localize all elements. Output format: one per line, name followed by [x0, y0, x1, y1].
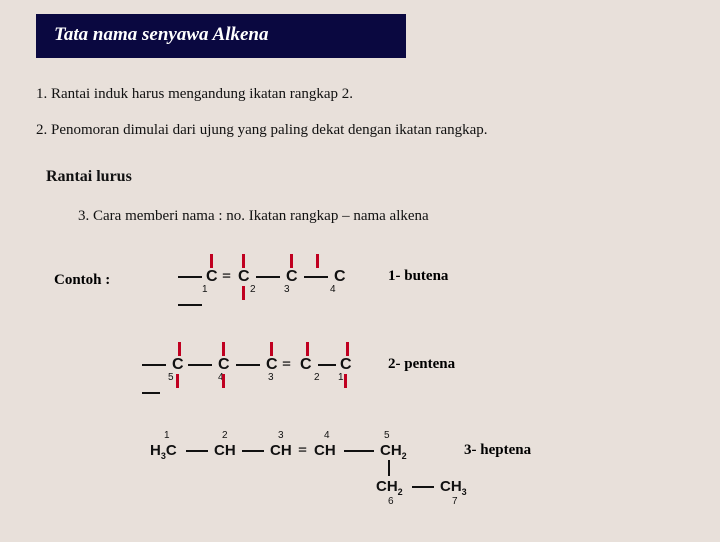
position-label: 5 [384, 430, 390, 441]
atom: CH2 [380, 442, 407, 461]
position-label: 2 [222, 430, 228, 441]
position-label: 4 [330, 284, 336, 295]
atom: C [300, 356, 312, 374]
atom: C [238, 268, 250, 286]
atom: CH2 [376, 478, 403, 497]
position-label: 1 [202, 284, 208, 295]
position-label: 4 [324, 430, 330, 441]
position-label: 3 [278, 430, 284, 441]
position-label: 5 [168, 372, 174, 383]
atom: H3C [150, 442, 177, 461]
subheading: Rantai lurus [46, 168, 132, 186]
double-bond: = [282, 356, 291, 374]
double-bond: = [298, 442, 307, 460]
atom: CH3 [440, 478, 467, 497]
molecule-1: C 1 = C 2 C 3 C 4 1- butena [178, 248, 648, 318]
position-label: 3 [284, 284, 290, 295]
rule-1: 1. Rantai induk harus mengandung ikatan … [36, 86, 353, 103]
title-text: Tata nama senyawa Alkena [54, 24, 268, 45]
position-label: 6 [388, 496, 394, 507]
rule-2: 2. Penomoran dimulai dari ujung yang pal… [36, 122, 488, 139]
position-label: 7 [452, 496, 458, 507]
position-label: 1 [338, 372, 344, 383]
atom: CH [314, 442, 336, 459]
molecule-name: 2- pentena [388, 356, 455, 373]
chemistry-area: C 1 = C 2 C 3 C 4 1- butena C 5 C 4 C 3 [178, 248, 648, 542]
position-label: 3 [268, 372, 274, 383]
atom: CH [270, 442, 292, 459]
molecule-name: 1- butena [388, 268, 448, 285]
atom: CH [214, 442, 236, 459]
double-bond: = [222, 268, 231, 286]
position-label: 1 [164, 430, 170, 441]
position-label: 2 [250, 284, 256, 295]
rule-3: 3. Cara memberi nama : no. Ikatan rangka… [78, 208, 429, 225]
example-label: Contoh : [54, 272, 110, 289]
molecule-name: 3- heptena [464, 442, 531, 459]
position-label: 2 [314, 372, 320, 383]
molecule-3: 1 H3C 2 CH 3 CH = 4 CH 5 CH2 CH2 6 CH3 7… [148, 424, 618, 524]
title-banner: Tata nama senyawa Alkena [36, 14, 406, 58]
molecule-2: C 5 C 4 C 3 = C 2 C 1 2- pentena [142, 336, 612, 406]
